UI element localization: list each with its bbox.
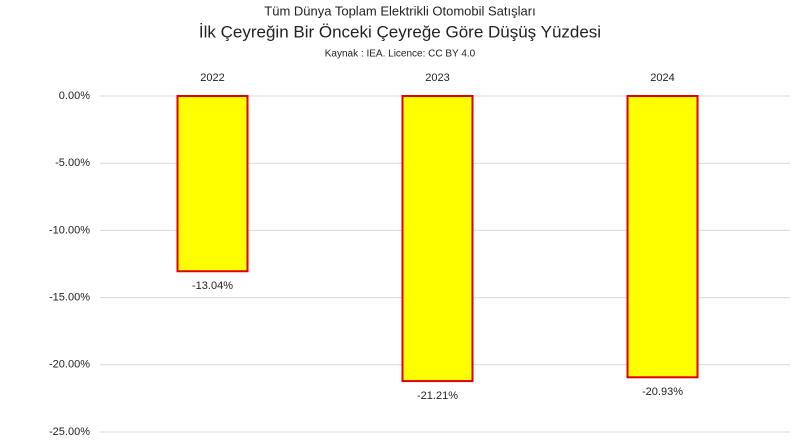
chart-title: Tüm Dünya Toplam Elektrikli Otomobil Sat…: [264, 3, 535, 18]
y-tick-label: -25.00%: [49, 426, 90, 438]
y-tick-label: -15.00%: [49, 292, 90, 304]
bar: [176, 95, 249, 273]
x-tick-label: 2022: [200, 72, 224, 84]
x-tick-label: 2023: [425, 72, 449, 84]
x-tick-label: 2024: [650, 72, 674, 84]
bar: [401, 95, 474, 383]
value-label: -13.04%: [192, 280, 233, 292]
y-tick-label: 0.00%: [59, 90, 90, 102]
y-tick-label: -20.00%: [49, 359, 90, 371]
y-tick-label: -5.00%: [55, 157, 90, 169]
value-label: -21.21%: [417, 390, 458, 402]
y-tick-label: -10.00%: [49, 224, 90, 236]
chart-subtitle: İlk Çeyreğin Bir Önceki Çeyreğe Göre Düş…: [199, 22, 601, 41]
value-label: -20.93%: [642, 386, 683, 398]
bar: [626, 95, 699, 379]
chart-source: Kaynak : IEA. Licence: CC BY 4.0: [325, 49, 476, 60]
